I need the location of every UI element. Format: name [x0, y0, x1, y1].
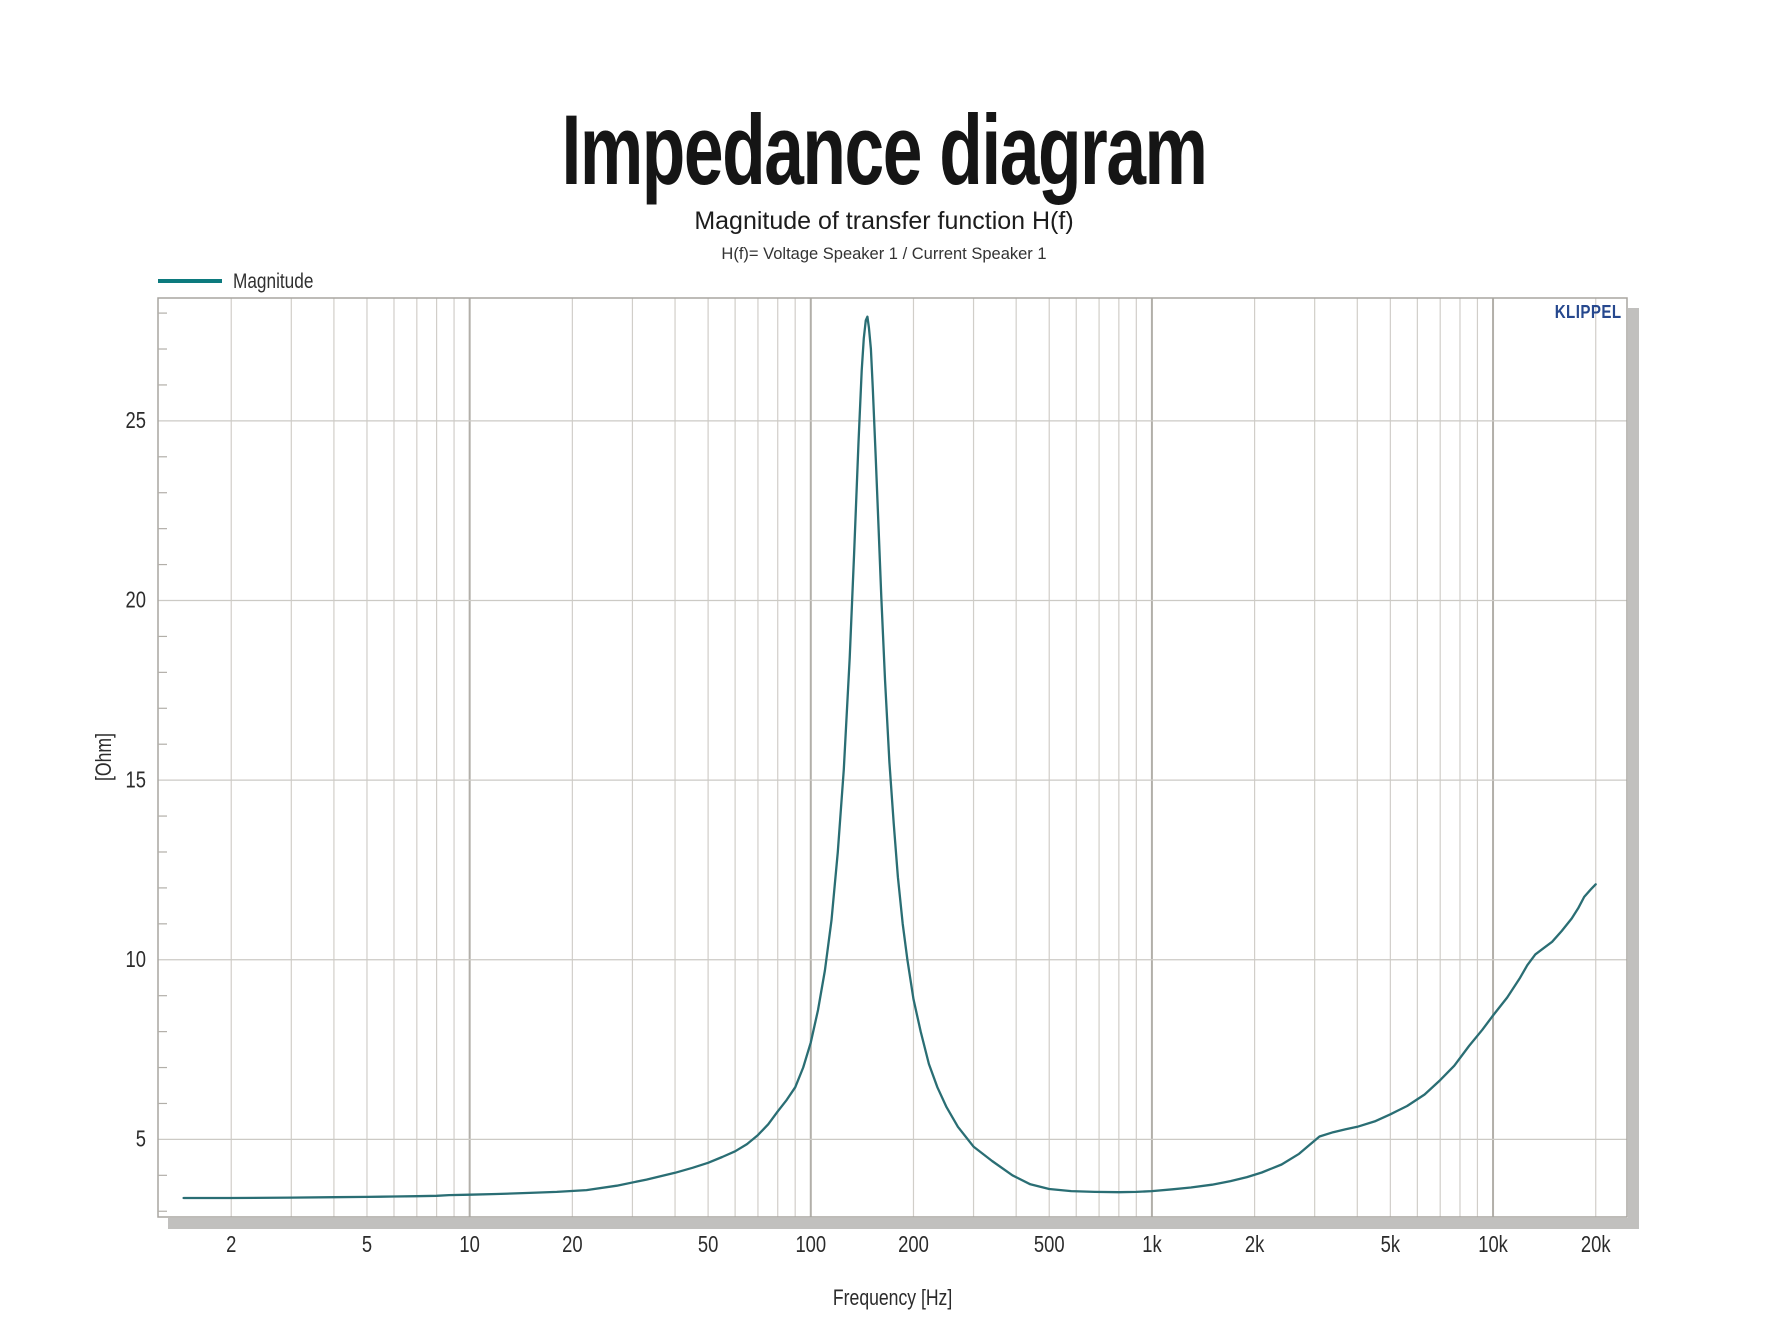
- chart-subtitle: H(f)= Voltage Speaker 1 / Current Speake…: [721, 245, 1047, 263]
- x-tick-label: 20k: [1581, 1232, 1611, 1257]
- x-tick-label: 50: [698, 1232, 718, 1257]
- y-tick-label: 20: [126, 588, 146, 613]
- legend-line-swatch: [158, 279, 222, 283]
- page-title: Impedance diagram: [561, 94, 1207, 205]
- y-tick-label: 5: [136, 1127, 146, 1152]
- x-tick-label: 5k: [1381, 1232, 1401, 1257]
- x-tick-label: 2k: [1245, 1232, 1265, 1257]
- x-tick-label: 200: [898, 1232, 929, 1257]
- chart-title: Magnitude of transfer function H(f): [694, 207, 1074, 235]
- plot-background: [158, 298, 1627, 1217]
- plot-border: [157, 297, 1628, 1218]
- y-tick-label: 10: [126, 947, 146, 972]
- magnitude-curve: [182, 315, 1597, 1200]
- y-tick-label: 15: [126, 767, 146, 792]
- plot-shadow-bottom: [168, 1218, 1638, 1229]
- x-tick-label: 10k: [1478, 1232, 1508, 1257]
- klippel-logo: KLIPPEL: [1555, 302, 1622, 322]
- x-tick-label: 500: [1034, 1232, 1065, 1257]
- x-tick-label: 2: [226, 1232, 236, 1257]
- x-axis-label: Frequency [Hz]: [832, 1285, 953, 1310]
- plot-shadow-right: [1628, 308, 1639, 1229]
- x-tick-label: 20: [562, 1232, 582, 1257]
- legend: Magnitude: [158, 269, 331, 293]
- x-tick-label: 1k: [1142, 1232, 1162, 1257]
- legend-label: Magnitude: [233, 269, 314, 293]
- x-tick-label: 5: [362, 1232, 372, 1257]
- x-tick-label: 100: [795, 1232, 826, 1257]
- x-tick-label: 10: [459, 1232, 479, 1257]
- y-tick-label: 25: [126, 408, 146, 433]
